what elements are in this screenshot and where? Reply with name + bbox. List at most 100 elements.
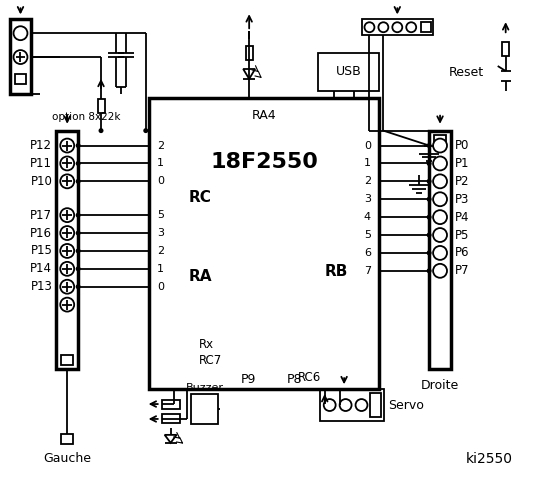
Circle shape <box>98 128 103 133</box>
Circle shape <box>426 232 431 238</box>
Circle shape <box>60 174 74 188</box>
Text: 3: 3 <box>364 194 371 204</box>
Text: ki2550: ki2550 <box>465 452 512 466</box>
Text: RA: RA <box>189 269 212 284</box>
Circle shape <box>76 213 81 217</box>
Circle shape <box>433 174 447 188</box>
Bar <box>502 42 509 56</box>
Circle shape <box>426 268 431 273</box>
Text: P16: P16 <box>30 227 53 240</box>
Text: P17: P17 <box>30 209 53 222</box>
Bar <box>149 98 379 389</box>
Text: RB: RB <box>325 264 348 279</box>
Text: P10: P10 <box>30 175 53 188</box>
Circle shape <box>426 251 431 255</box>
Bar <box>421 22 431 32</box>
Text: 1: 1 <box>157 158 164 168</box>
Text: Rx: Rx <box>199 338 213 351</box>
Text: P13: P13 <box>30 280 53 293</box>
Circle shape <box>143 128 148 133</box>
Circle shape <box>433 210 447 224</box>
Circle shape <box>60 244 74 258</box>
Text: 5: 5 <box>364 230 371 240</box>
Text: P7: P7 <box>455 264 469 277</box>
Circle shape <box>340 399 352 411</box>
Text: 1: 1 <box>157 264 164 274</box>
Bar <box>429 131 451 369</box>
Text: Buzzer: Buzzer <box>185 383 223 393</box>
Circle shape <box>60 298 74 312</box>
Bar <box>318 53 379 91</box>
Circle shape <box>76 249 81 253</box>
Text: RC7: RC7 <box>199 354 222 367</box>
Text: P15: P15 <box>30 244 53 257</box>
Text: RC6: RC6 <box>298 371 321 384</box>
Circle shape <box>76 161 81 166</box>
Bar <box>9 19 32 94</box>
Circle shape <box>60 262 74 276</box>
Text: P6: P6 <box>455 246 469 259</box>
Text: P8: P8 <box>287 372 302 386</box>
Text: P2: P2 <box>455 175 469 188</box>
Bar <box>362 19 433 35</box>
Bar <box>434 134 446 144</box>
Circle shape <box>60 139 74 153</box>
Text: 0: 0 <box>364 141 371 151</box>
Circle shape <box>324 399 336 411</box>
Text: Droite: Droite <box>421 379 459 392</box>
Circle shape <box>426 161 431 166</box>
Text: RA4: RA4 <box>252 109 276 122</box>
Bar <box>61 434 73 444</box>
Text: 0: 0 <box>157 282 164 292</box>
Text: 5: 5 <box>157 210 164 220</box>
Bar <box>161 399 180 408</box>
Text: P3: P3 <box>455 193 469 206</box>
Circle shape <box>76 284 81 289</box>
Circle shape <box>426 143 431 148</box>
Circle shape <box>433 246 447 260</box>
Circle shape <box>76 266 81 271</box>
Bar <box>56 131 78 369</box>
Circle shape <box>76 179 81 184</box>
Bar <box>97 99 105 113</box>
Text: P11: P11 <box>30 157 53 170</box>
Circle shape <box>426 179 431 184</box>
Bar <box>14 74 27 84</box>
Circle shape <box>356 399 368 411</box>
Bar <box>161 415 180 423</box>
Text: 1: 1 <box>364 158 371 168</box>
Text: option 8x22k: option 8x22k <box>52 112 121 122</box>
Text: 7: 7 <box>364 266 371 276</box>
Text: Reset: Reset <box>448 66 484 80</box>
Circle shape <box>406 22 416 32</box>
Circle shape <box>433 192 447 206</box>
Circle shape <box>426 215 431 220</box>
Circle shape <box>378 22 388 32</box>
Text: 4: 4 <box>364 212 371 222</box>
Text: 3: 3 <box>157 228 164 238</box>
Text: USB: USB <box>336 65 362 78</box>
Text: P14: P14 <box>30 263 53 276</box>
Text: P5: P5 <box>455 228 469 241</box>
Text: 6: 6 <box>364 248 371 258</box>
Text: 2: 2 <box>364 176 371 186</box>
Circle shape <box>392 22 402 32</box>
Text: 0: 0 <box>157 176 164 186</box>
Text: P9: P9 <box>241 372 256 386</box>
Circle shape <box>76 143 81 148</box>
Text: RC: RC <box>189 190 211 205</box>
Circle shape <box>60 226 74 240</box>
Circle shape <box>13 50 28 64</box>
Text: P12: P12 <box>30 139 53 152</box>
Text: 2: 2 <box>157 141 164 151</box>
Circle shape <box>60 280 74 294</box>
Circle shape <box>76 230 81 236</box>
Bar <box>61 355 73 365</box>
Circle shape <box>433 228 447 242</box>
Circle shape <box>433 264 447 278</box>
Circle shape <box>433 156 447 170</box>
Text: Servo: Servo <box>388 398 424 411</box>
Circle shape <box>60 156 74 170</box>
Bar <box>246 46 253 60</box>
Text: P0: P0 <box>455 139 469 152</box>
